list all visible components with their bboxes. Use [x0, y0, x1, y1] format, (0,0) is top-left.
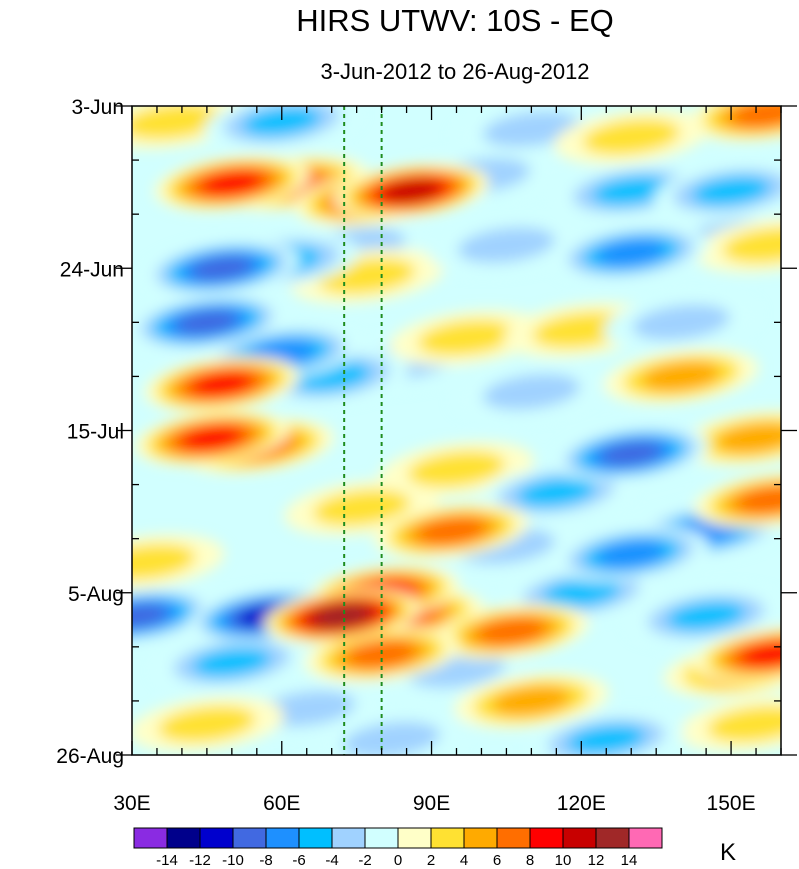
contour-blob: [190, 256, 254, 281]
colorbar: -14 -12 -10 -8 -6 -4 -2 0 2 4 6 8 10 12 14: [133, 827, 663, 869]
contour-blob: [532, 312, 630, 348]
contour-blob: [691, 176, 771, 206]
contour-blob: [312, 489, 411, 526]
y-tick-label: 15-Jul: [67, 421, 124, 444]
contour-blob: [567, 724, 646, 755]
contour-blob: [342, 721, 441, 755]
contour-blob: [517, 477, 596, 508]
y-axis: 3-Jun 24-Jun 15-Jul 5-Aug 26-Aug: [56, 96, 797, 768]
y-tick-label: 26-Aug: [56, 745, 124, 768]
colorbar-label: -6: [292, 852, 305, 869]
contour-blob: [242, 106, 321, 137]
colorbar-swatch: [595, 827, 630, 849]
contour-blob: [192, 647, 271, 677]
contour-blob: [200, 171, 264, 196]
contour-blob: [736, 486, 781, 514]
contour-blob: [482, 373, 581, 410]
contour-blob: [132, 603, 169, 629]
x-tick-label: 120E: [557, 792, 606, 815]
contour-blob: [492, 686, 571, 716]
colorbar-swatch: [298, 827, 333, 849]
contour-blob: [592, 176, 671, 206]
x-tick-label: 150E: [707, 792, 756, 815]
colorbar-swatch: [562, 827, 597, 849]
plot-area: [132, 106, 781, 755]
contour-blob: [180, 426, 244, 451]
colorbar-swatch: [166, 827, 201, 849]
colorbar-label: 0: [394, 852, 402, 869]
colorbar-swatch: [265, 827, 300, 849]
y-tick-label: 3-Jun: [71, 96, 124, 119]
contour-blob: [642, 361, 721, 392]
colorbar-label: 8: [526, 852, 534, 869]
colorbar-swatch: [364, 827, 399, 849]
colorbar-label: -2: [358, 852, 371, 869]
contour-fill: [132, 106, 781, 755]
colorbar-swatch: [232, 827, 267, 849]
contour-blob: [477, 618, 546, 645]
chart-title: HIRS UTWV: 10S - EQ: [296, 3, 614, 38]
contour-blob: [382, 179, 442, 203]
colorbar-label: 2: [427, 852, 435, 869]
contour-blob: [632, 304, 730, 341]
colorbar-label: -4: [325, 852, 338, 869]
colorbar-label: -10: [222, 852, 244, 869]
colorbar-label: 14: [621, 852, 638, 869]
contour-blob: [347, 641, 416, 668]
colorbar-swatch: [628, 827, 663, 849]
x-tick-label: 30E: [113, 792, 150, 815]
contour-blob: [599, 441, 663, 466]
contour-blob: [158, 706, 256, 742]
colorbar-label: 6: [493, 852, 501, 869]
contour-blob: [417, 517, 486, 545]
contour-blob: [739, 642, 781, 667]
contour-blob: [582, 119, 680, 155]
chart-subtitle: 3-Jun-2012 to 26-Aug-2012: [320, 59, 589, 84]
colorbar-label: 10: [555, 852, 572, 869]
x-tick-label: 60E: [263, 792, 300, 815]
contour-blob: [132, 543, 196, 580]
contour-blob: [175, 310, 239, 335]
contour-blob: [132, 106, 221, 140]
contour-blob: [716, 423, 781, 453]
colorbar-label: -12: [189, 852, 211, 869]
contour-blob: [596, 239, 666, 266]
contour-blob: [482, 111, 581, 148]
y-tick-label: 24-Jun: [60, 258, 124, 281]
contour-blob: [190, 372, 254, 397]
colorbar-swatch: [430, 827, 465, 849]
contour-blob: [667, 601, 746, 631]
contour-blob: [722, 227, 781, 263]
colorbar-label: 4: [460, 852, 468, 869]
x-tick-label: 90E: [413, 792, 450, 815]
y-tick-label: 5-Aug: [68, 583, 124, 606]
contour-blob: [542, 578, 621, 608]
colorbar-unit: K: [720, 839, 736, 866]
contour-blob: [417, 319, 516, 356]
colorbar-swatch: [133, 827, 168, 849]
colorbar-swatch: [463, 827, 498, 849]
contour-blob: [457, 227, 556, 263]
contour-blob: [313, 604, 370, 627]
colorbar-swatch: [199, 827, 234, 849]
contour-blob: [407, 451, 506, 488]
contour-blob: [596, 541, 666, 568]
contour-blob: [731, 106, 781, 127]
colorbar-label: -14: [156, 852, 178, 869]
colorbar-label: -8: [259, 852, 272, 869]
x-axis: 30E 60E 90E 120E 150E: [113, 106, 782, 815]
colorbar-swatch: [331, 827, 366, 849]
colorbar-swatch: [496, 827, 531, 849]
colorbar-swatch: [397, 827, 432, 849]
colorbar-swatch: [529, 827, 564, 849]
colorbar-label: 12: [588, 852, 605, 869]
